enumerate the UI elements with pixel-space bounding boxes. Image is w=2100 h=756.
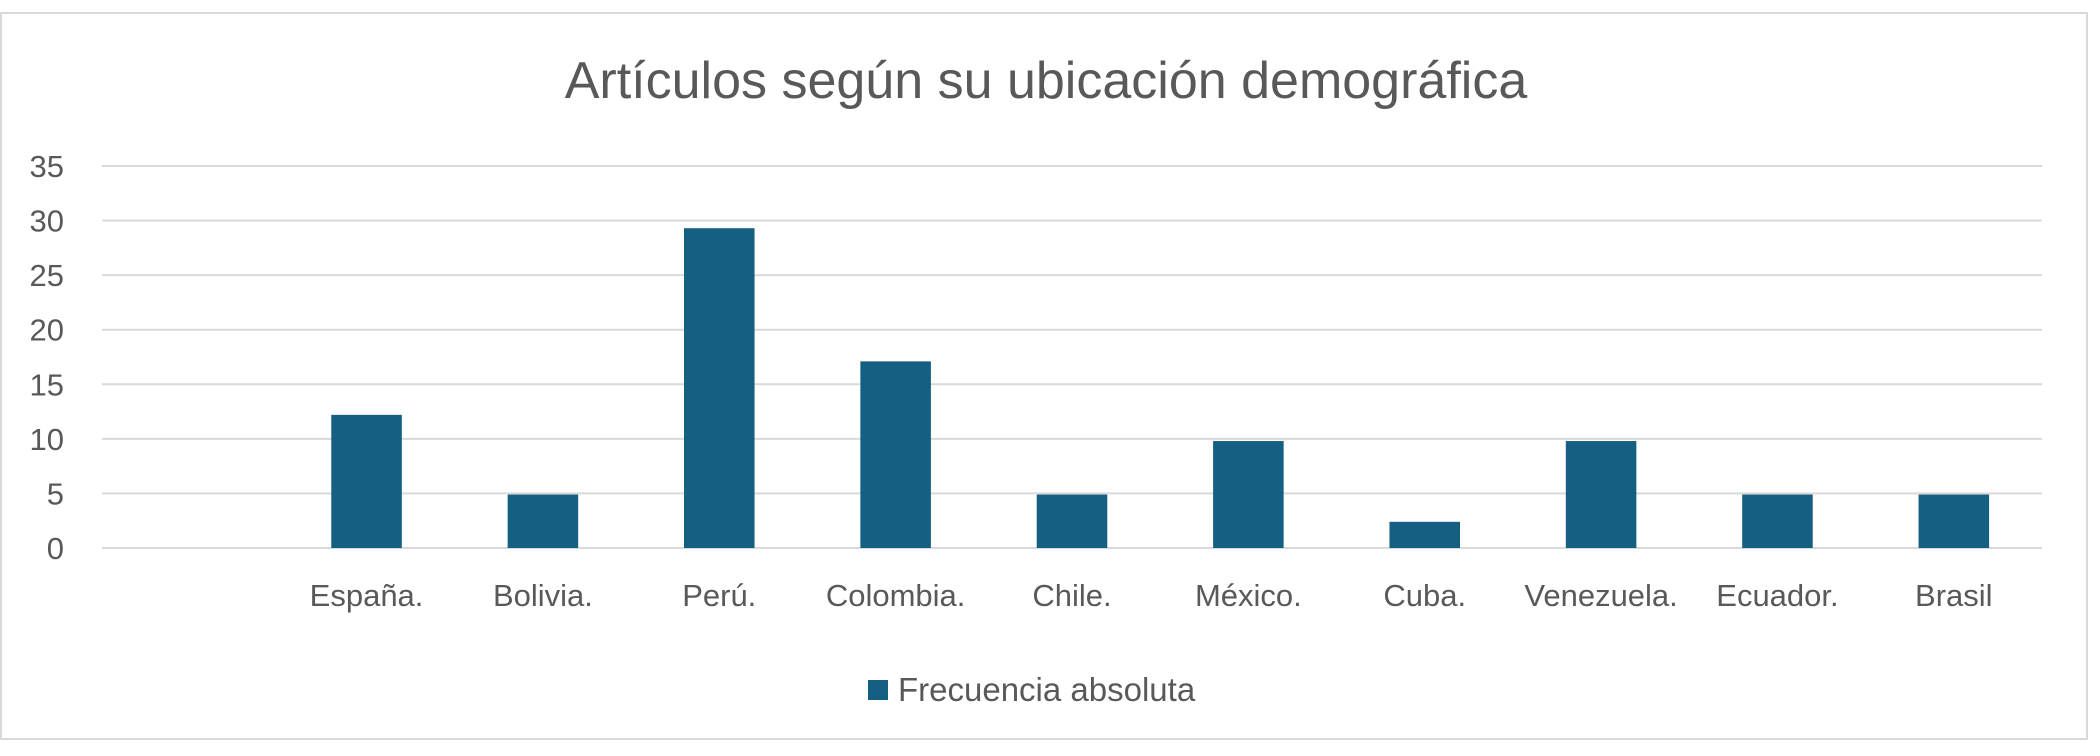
y-tick-label: 30 <box>30 204 64 239</box>
x-tick-label: Cuba. <box>1383 578 1466 613</box>
legend-swatch <box>868 680 888 700</box>
y-tick-label: 20 <box>30 313 64 348</box>
x-tick-label: España. <box>310 578 424 613</box>
bar <box>1918 494 1990 548</box>
x-tick-label: Chile. <box>1032 578 1111 613</box>
bar <box>1565 441 1637 548</box>
bar <box>684 228 755 548</box>
x-tick-label: Venezuela. <box>1524 578 1677 613</box>
bar <box>1742 494 1813 548</box>
bar <box>331 414 402 548</box>
y-axis-ticks: 0 5 10 15 20 25 30 35 <box>30 149 64 566</box>
y-tick-label: 10 <box>30 422 64 457</box>
x-tick-label: Ecuador. <box>1716 578 1838 613</box>
bar <box>1389 521 1460 548</box>
bar <box>860 361 931 548</box>
legend-label: Frecuencia absoluta <box>898 671 1196 708</box>
x-tick-label: Brasil <box>1915 578 1993 613</box>
legend: Frecuencia absoluta <box>868 671 1196 708</box>
y-tick-label: 5 <box>47 476 64 511</box>
bar <box>1036 494 1108 548</box>
y-tick-label: 35 <box>30 149 64 184</box>
x-tick-label: México. <box>1195 578 1302 613</box>
x-tick-label: Colombia. <box>826 578 966 613</box>
chart-title: Artículos según su ubicación demográfica <box>565 52 1528 110</box>
bars <box>331 228 1990 548</box>
gridlines <box>102 165 2042 549</box>
x-axis-ticks: España. Bolivia. Perú. Colombia. Chile. Méxic… <box>310 578 1993 613</box>
x-tick-label: Bolivia. <box>493 578 593 613</box>
y-tick-label: 15 <box>30 367 64 402</box>
chart-frame: Artículos según su ubicación demográfica… <box>0 12 2088 740</box>
y-tick-label: 25 <box>30 258 64 293</box>
bar-chart: Artículos según su ubicación demográfica… <box>30 52 2042 708</box>
bar <box>507 494 579 548</box>
x-tick-label: Perú. <box>682 578 756 613</box>
y-tick-label: 0 <box>47 531 64 566</box>
bar <box>1213 441 1284 548</box>
